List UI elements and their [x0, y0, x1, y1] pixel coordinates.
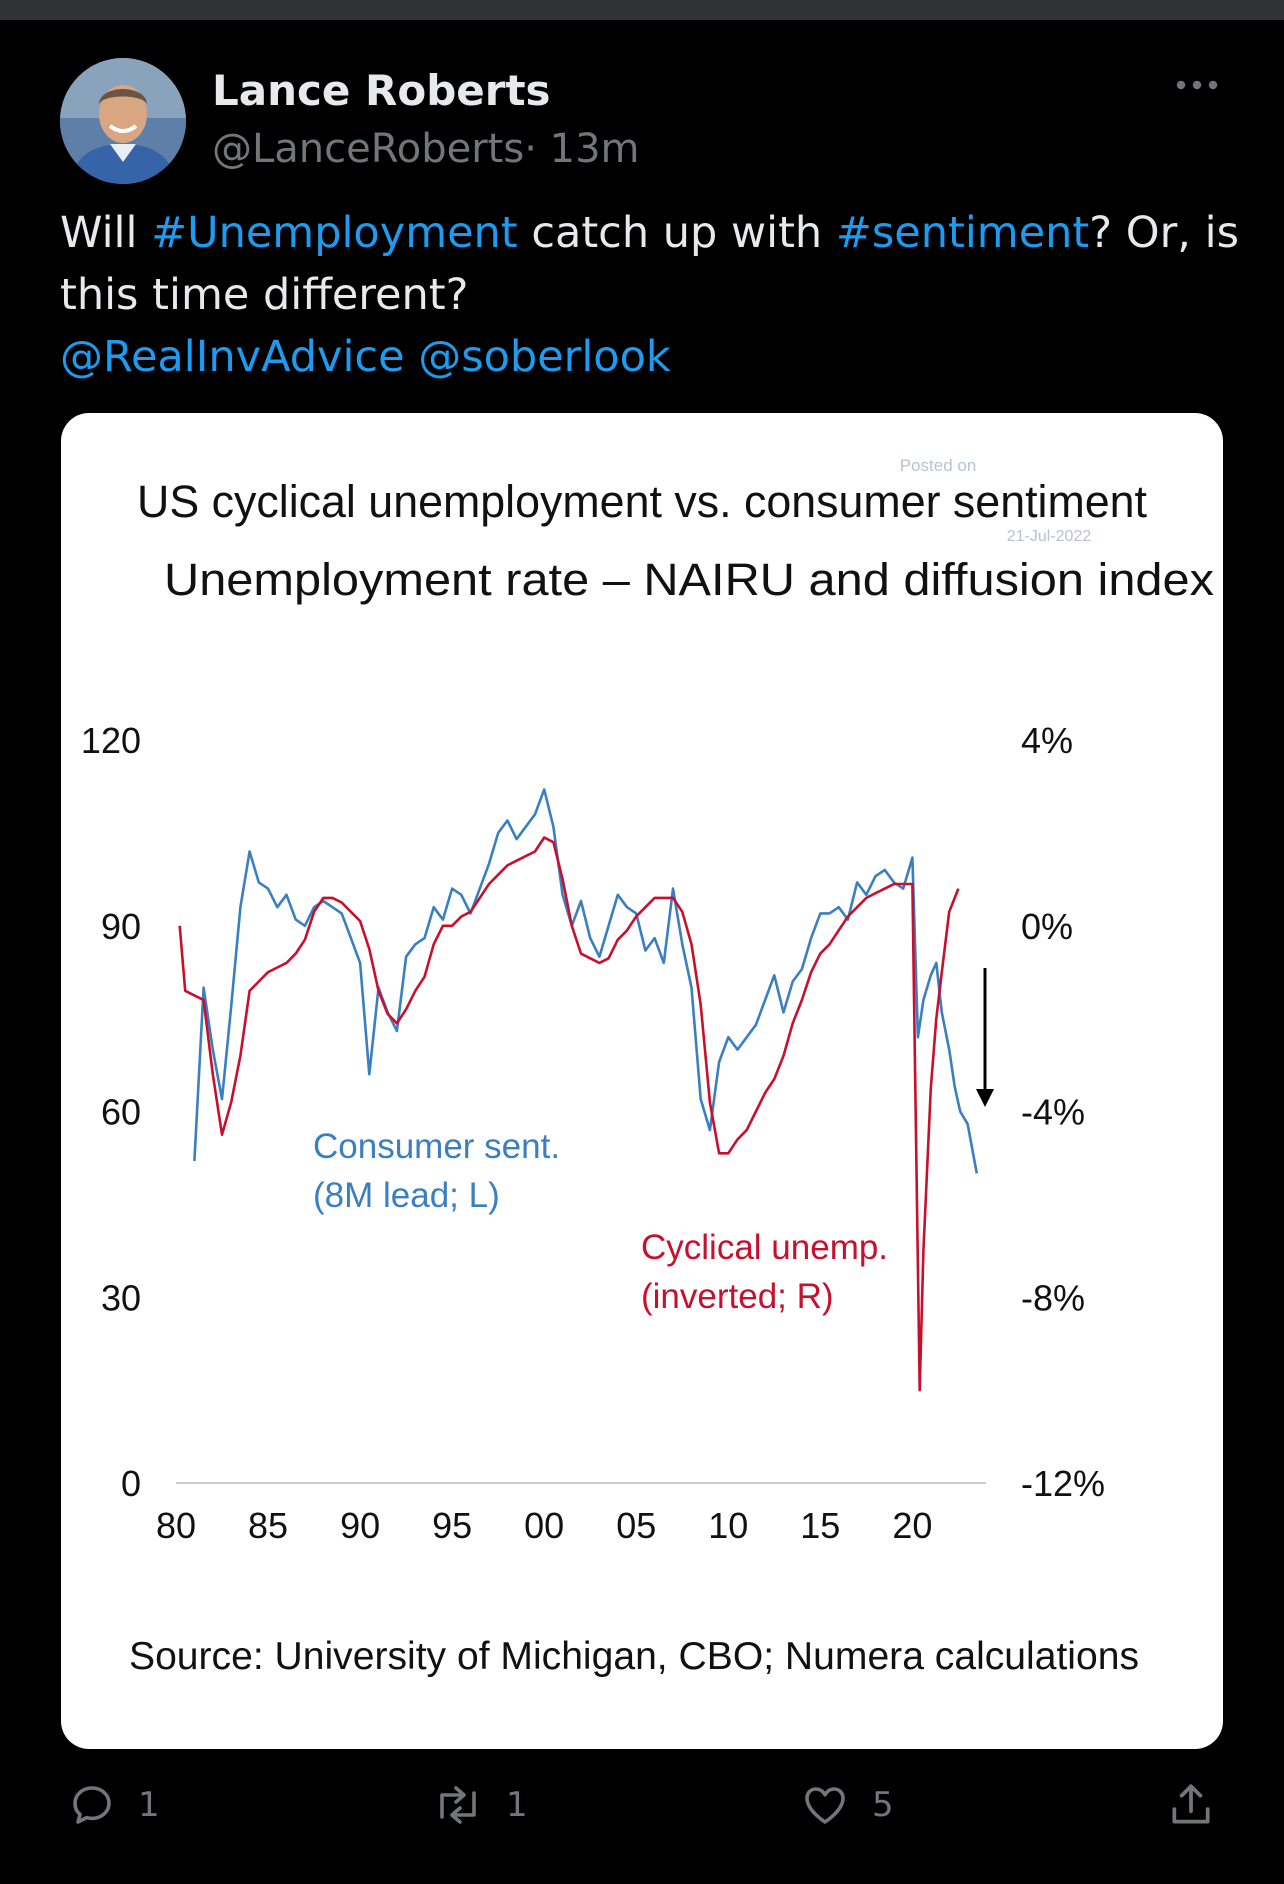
- y-right-tick-label: 4%: [1021, 720, 1073, 761]
- top-divider: [0, 0, 1284, 20]
- x-tick-label: 80: [156, 1505, 196, 1546]
- x-tick-label: 85: [248, 1505, 288, 1546]
- downward-arrow-icon: [976, 1089, 994, 1107]
- y-left-tick-label: 30: [101, 1277, 141, 1318]
- retweet-icon[interactable]: [432, 1781, 484, 1829]
- unemployment-label-line1: Cyclical unemp.: [641, 1228, 888, 1267]
- y-right-tick-label: 0%: [1021, 906, 1073, 947]
- y-left-tick-label: 90: [101, 906, 141, 947]
- share-icon[interactable]: [1166, 1780, 1216, 1830]
- y-right-tick-label: -8%: [1021, 1277, 1085, 1318]
- y-left-tick-label: 0: [121, 1463, 141, 1504]
- mention-soberlook[interactable]: @soberlook: [418, 332, 671, 382]
- text-part: Will: [60, 208, 152, 258]
- text-part: ? Or, is this time different?: [60, 208, 1239, 320]
- author-handle-line[interactable]: @LanceRoberts· 13m: [212, 126, 640, 172]
- sentiment-label-line1: Consumer sent.: [313, 1127, 560, 1166]
- mention-realinvadvice[interactable]: @RealInvAdvice: [60, 332, 405, 382]
- retweet-button[interactable]: 1: [432, 1770, 528, 1840]
- unemployment-label-line2: (inverted; R): [641, 1277, 834, 1316]
- hashtag-unemployment[interactable]: #Unemployment: [151, 208, 518, 258]
- text-part: catch up with: [517, 208, 836, 258]
- author-name[interactable]: Lance Roberts: [212, 66, 551, 115]
- consumer-sentiment-line: [193, 788, 979, 1174]
- like-count: 5: [872, 1785, 894, 1825]
- chart-svg: Posted on 21-Jul-2022 US cyclical unempl…: [81, 456, 1215, 1678]
- hashtag-sentiment[interactable]: #sentiment: [835, 208, 1090, 258]
- reply-count: 1: [138, 1785, 160, 1825]
- reply-icon[interactable]: [68, 1781, 116, 1829]
- y-left-tick-label: 60: [101, 1092, 141, 1133]
- watermark-posted: Posted on: [900, 456, 977, 475]
- heart-icon[interactable]: [800, 1781, 850, 1829]
- x-tick-label: 90: [340, 1505, 380, 1546]
- separator-dot: ·: [524, 126, 537, 172]
- like-button[interactable]: 5: [800, 1770, 894, 1840]
- y-left-tick-label: 120: [81, 720, 141, 761]
- x-tick-label: 05: [616, 1505, 656, 1546]
- chart-title: US cyclical unemployment vs. consumer se…: [137, 476, 1147, 527]
- chart-subtitle: Unemployment rate – NAIRU and diffusion …: [164, 554, 1215, 605]
- tweet-time[interactable]: 13m: [549, 126, 640, 172]
- tweet-actions: 1 1 5: [0, 1770, 1284, 1840]
- avatar[interactable]: [60, 58, 186, 184]
- y-right-tick-label: -12%: [1021, 1463, 1105, 1504]
- x-tick-label: 15: [800, 1505, 840, 1546]
- y-right-tick-label: -4%: [1021, 1092, 1085, 1133]
- cyclical-unemployment-line: [178, 836, 960, 1392]
- x-tick-label: 95: [432, 1505, 472, 1546]
- author-handle[interactable]: @LanceRoberts: [212, 126, 525, 172]
- x-tick-label: 20: [892, 1505, 932, 1546]
- sentiment-label-line2: (8M lead; L): [313, 1176, 500, 1215]
- retweet-count: 1: [506, 1785, 528, 1825]
- chart-image-card[interactable]: Posted on 21-Jul-2022 US cyclical unempl…: [61, 413, 1223, 1749]
- more-horizontal-icon[interactable]: [1172, 70, 1222, 100]
- share-button[interactable]: [1166, 1770, 1216, 1840]
- chart-source: Source: University of Michigan, CBO; Num…: [129, 1635, 1139, 1678]
- reply-button[interactable]: 1: [68, 1770, 160, 1840]
- x-tick-label: 00: [524, 1505, 564, 1546]
- x-tick-label: 10: [708, 1505, 748, 1546]
- watermark-date: 21-Jul-2022: [1007, 528, 1092, 545]
- tweet-text: Will #Unemployment catch up with #sentim…: [60, 202, 1240, 388]
